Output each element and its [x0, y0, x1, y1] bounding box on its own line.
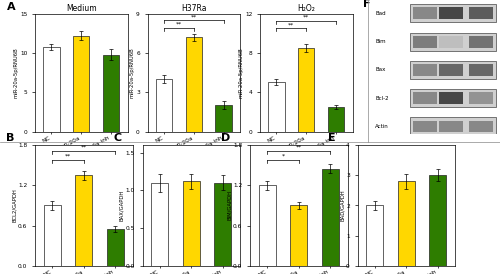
Bar: [410, 61, 496, 79]
Bar: [43, 47, 60, 132]
Text: E: E: [328, 133, 336, 143]
Bar: [413, 36, 437, 48]
Text: Bad: Bad: [375, 11, 386, 16]
Bar: [440, 92, 463, 104]
Y-axis label: miR-20a-5p/RNU6B: miR-20a-5p/RNU6B: [14, 47, 18, 98]
Y-axis label: BAX/GAPDH: BAX/GAPDH: [119, 190, 124, 221]
Title: H37Ra: H37Ra: [181, 4, 206, 13]
Bar: [186, 37, 202, 132]
Text: **: **: [303, 15, 310, 19]
Text: C: C: [113, 133, 122, 143]
Text: Actin: Actin: [375, 124, 389, 129]
Y-axis label: BCL2/GAPDH: BCL2/GAPDH: [12, 189, 16, 222]
Text: Bim: Bim: [375, 39, 386, 44]
Text: Bcl-2: Bcl-2: [375, 96, 388, 101]
Bar: [470, 64, 493, 76]
Text: Bax: Bax: [375, 67, 386, 73]
Bar: [410, 33, 496, 51]
Bar: [216, 105, 232, 132]
Bar: [73, 36, 90, 132]
Bar: [470, 121, 493, 132]
Bar: [75, 175, 92, 266]
Bar: [410, 118, 496, 136]
Bar: [470, 36, 493, 48]
Bar: [398, 181, 415, 266]
Bar: [413, 64, 437, 76]
Text: **: **: [65, 154, 71, 159]
Title: H₂O₂: H₂O₂: [298, 4, 315, 13]
Bar: [413, 92, 437, 104]
Bar: [328, 107, 344, 132]
Bar: [413, 121, 437, 132]
Bar: [258, 185, 276, 266]
Bar: [182, 181, 200, 266]
Bar: [410, 89, 496, 107]
Y-axis label: BIM/GAPDH: BIM/GAPDH: [226, 190, 232, 221]
Text: **: **: [190, 14, 197, 19]
Bar: [290, 206, 308, 266]
Text: **: **: [80, 144, 87, 149]
Text: **: **: [288, 22, 294, 27]
Text: B: B: [6, 133, 14, 143]
Bar: [440, 7, 463, 19]
Bar: [44, 206, 61, 266]
Bar: [103, 55, 120, 132]
Bar: [429, 175, 446, 266]
Bar: [106, 229, 124, 266]
Bar: [470, 92, 493, 104]
Text: A: A: [7, 2, 16, 12]
Bar: [268, 82, 284, 132]
Bar: [156, 79, 172, 132]
Y-axis label: miR-20a-5p/RNU6B: miR-20a-5p/RNU6B: [130, 47, 134, 98]
Text: **: **: [296, 144, 302, 149]
Bar: [298, 48, 314, 132]
Text: **: **: [176, 22, 182, 27]
Bar: [410, 4, 496, 22]
Bar: [366, 206, 384, 266]
Bar: [440, 64, 463, 76]
Y-axis label: miR-20a-5p/RNU6B: miR-20a-5p/RNU6B: [238, 47, 244, 98]
Y-axis label: BAD/GAPDH: BAD/GAPDH: [340, 190, 344, 221]
Bar: [413, 7, 437, 19]
Text: F: F: [362, 0, 370, 9]
Bar: [470, 7, 493, 19]
Text: D: D: [221, 133, 230, 143]
Bar: [151, 183, 168, 266]
Text: *: *: [282, 154, 284, 159]
Bar: [322, 169, 339, 266]
Bar: [214, 183, 232, 266]
Bar: [440, 36, 463, 48]
Bar: [440, 121, 463, 132]
Title: Medium: Medium: [66, 4, 96, 13]
